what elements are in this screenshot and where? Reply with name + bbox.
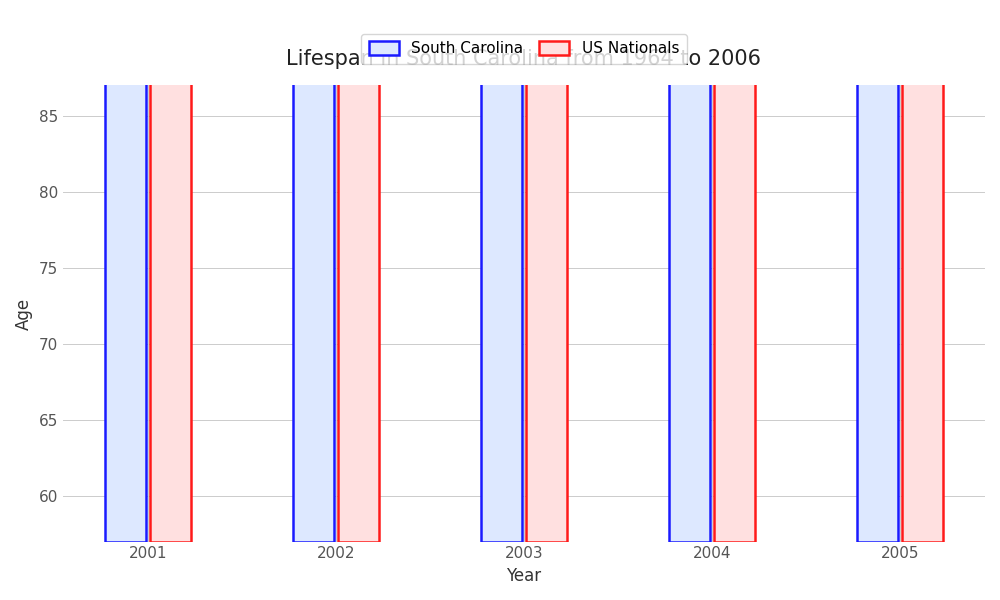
- X-axis label: Year: Year: [506, 567, 541, 585]
- Bar: [481, 0, 522, 542]
- Bar: [526, 0, 567, 542]
- Bar: [902, 0, 943, 542]
- Bar: [669, 0, 710, 542]
- Bar: [857, 0, 898, 542]
- Bar: [105, 0, 146, 542]
- Y-axis label: Age: Age: [15, 298, 33, 329]
- Bar: [338, 0, 379, 542]
- Bar: [714, 0, 755, 542]
- Title: Lifespan in South Carolina from 1964 to 2006: Lifespan in South Carolina from 1964 to …: [286, 49, 761, 68]
- Bar: [293, 0, 334, 542]
- Legend: South Carolina, US Nationals: South Carolina, US Nationals: [361, 34, 687, 64]
- Bar: [150, 0, 191, 542]
